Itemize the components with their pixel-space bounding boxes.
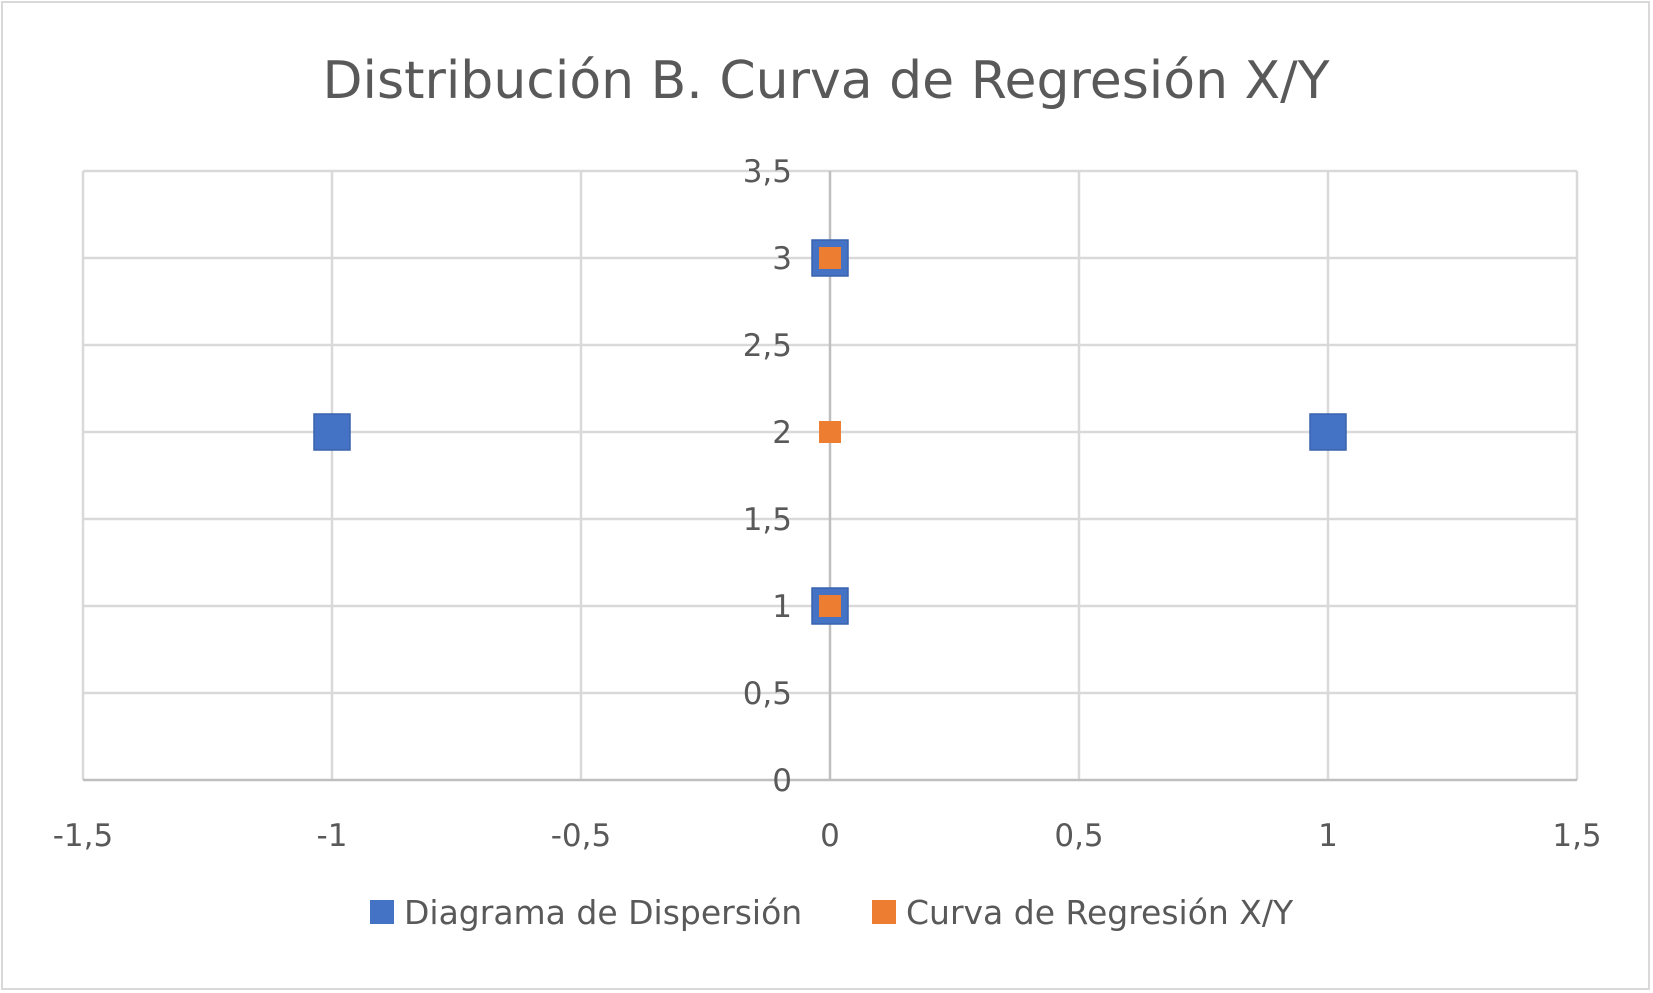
series-0-point-3 (1309, 413, 1347, 451)
y-tick-label-7: 3,5 (743, 154, 792, 190)
y-tick-label-6: 3 (772, 241, 792, 277)
data-points (313, 239, 1347, 625)
series-1-point-0 (819, 595, 841, 617)
legend-label-1: Curva de Regresión X/Y (906, 893, 1294, 932)
y-tick-label-4: 2 (772, 415, 792, 451)
tick-labels: -1,5 -1 -0,5 0 0,5 1 1,5 0 0,5 1 1,5 2 2,5 3 3,5 (53, 154, 1602, 854)
legend: Diagrama de Dispersión Curva de Regresión… (370, 893, 1294, 932)
x-tick-label-2: -0,5 (551, 818, 612, 854)
y-tick-label-3: 1,5 (743, 502, 792, 538)
series-0-point-1 (811, 587, 849, 625)
x-tick-label-3: 0 (820, 818, 840, 854)
legend-label-0: Diagrama de Dispersión (404, 893, 802, 932)
x-tick-label-1: -1 (317, 818, 348, 854)
x-tick-label-5: 1 (1318, 818, 1338, 854)
x-tick-label-6: 1,5 (1552, 818, 1601, 854)
series-1-point-2 (819, 247, 841, 269)
x-tick-label-4: 0,5 (1054, 818, 1103, 854)
series-1-point-1 (819, 421, 841, 443)
y-tick-label-2: 1 (772, 589, 792, 625)
x-tick-label-0: -1,5 (53, 818, 114, 854)
chart-title: Distribución B. Curva de Regresión X/Y (323, 51, 1330, 111)
legend-swatch-0 (370, 900, 394, 924)
y-tick-label-0: 0 (772, 763, 792, 799)
legend-swatch-1 (872, 900, 896, 924)
series-0-point-0 (313, 413, 351, 451)
y-tick-label-1: 0,5 (743, 676, 792, 712)
y-tick-label-5: 2,5 (743, 328, 792, 364)
